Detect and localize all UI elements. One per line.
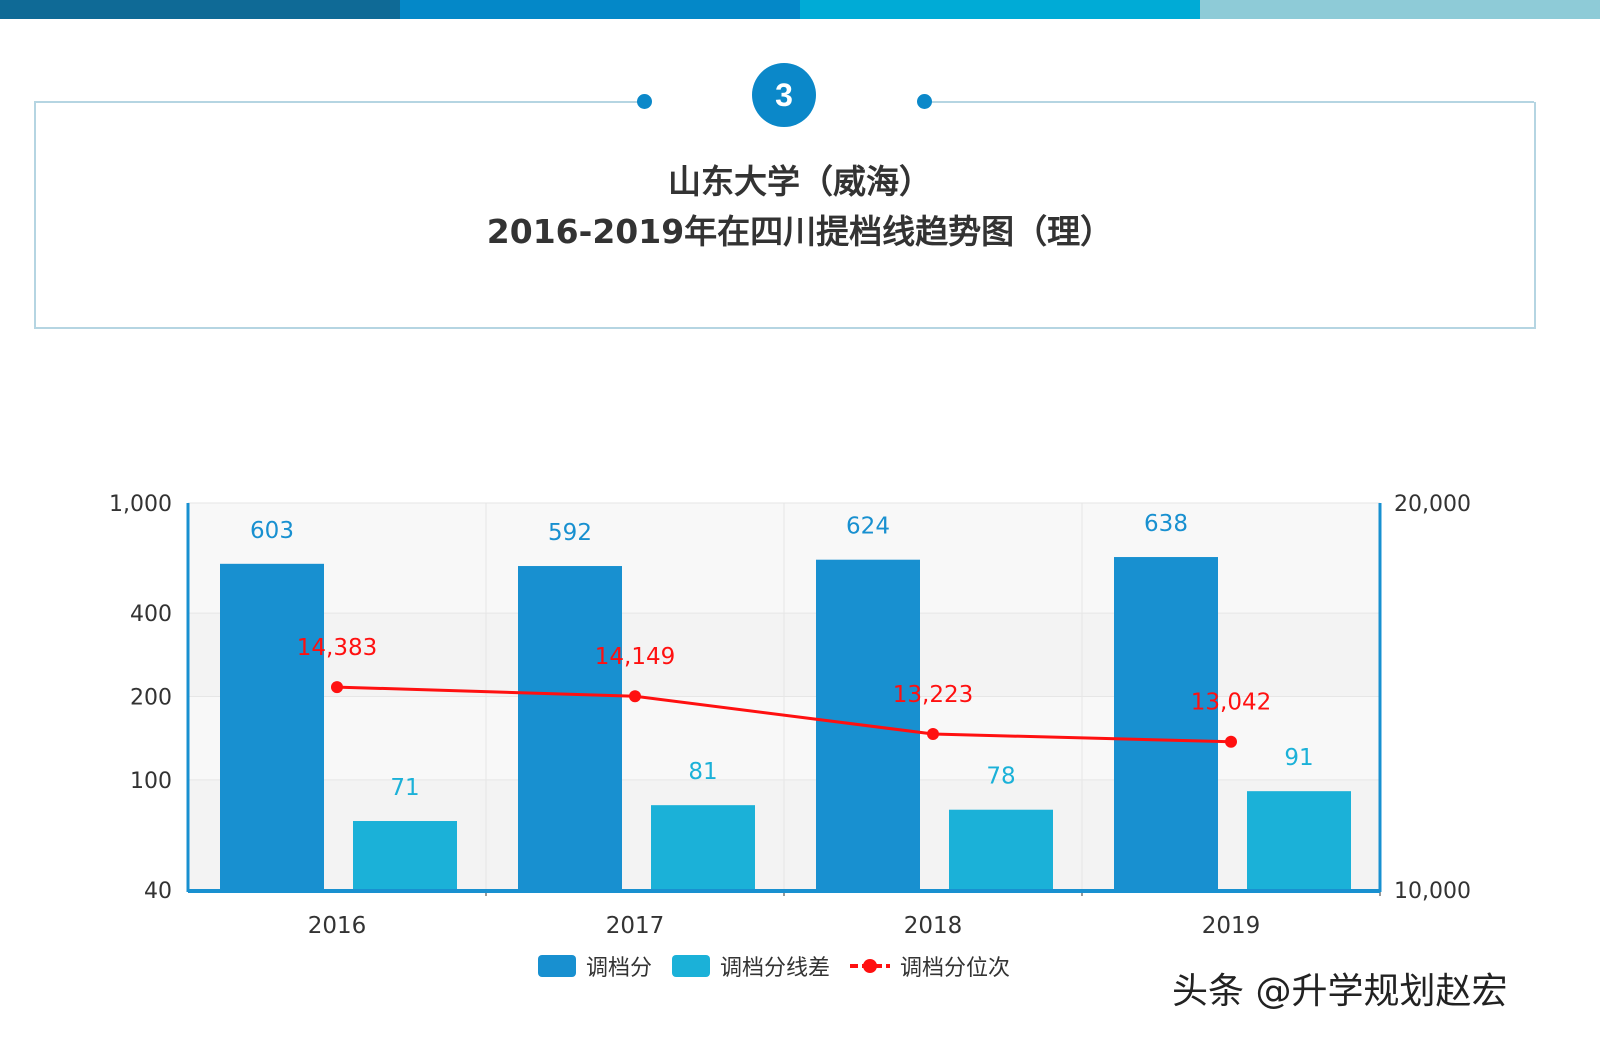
left-tick-label: 100 xyxy=(130,769,172,794)
x-tick-label: 2018 xyxy=(904,913,963,939)
data-label-score: 624 xyxy=(846,514,890,540)
x-tick-label: 2019 xyxy=(1202,913,1261,939)
left-tick-label: 40 xyxy=(144,879,172,904)
legend-item-score[interactable]: 调档分 xyxy=(538,950,652,982)
legend-label: 调档分线差 xyxy=(720,956,831,981)
data-label-diff: 71 xyxy=(390,775,419,801)
right-tick-label: 10,000 xyxy=(1394,879,1471,904)
legend-label: 调档分位次 xyxy=(900,956,1011,981)
bar-score xyxy=(220,563,324,890)
title-card xyxy=(34,102,1536,329)
bar-diff xyxy=(1247,791,1351,890)
rank-line xyxy=(336,685,1232,744)
dot-icon xyxy=(637,94,652,109)
bar-score xyxy=(1114,557,1218,890)
left-tick-label: 400 xyxy=(130,602,172,627)
rank-point xyxy=(1225,735,1237,748)
data-label-diff: 81 xyxy=(688,759,717,785)
divider xyxy=(34,101,644,103)
bar-diff xyxy=(949,809,1053,890)
bar-diff xyxy=(353,821,457,890)
rank-point xyxy=(629,690,641,703)
top-color-bar xyxy=(0,0,1600,19)
data-label-rank: 14,383 xyxy=(297,635,377,661)
dot-icon xyxy=(917,94,932,109)
bar-diff xyxy=(651,805,755,890)
legend-swatch xyxy=(672,955,711,977)
bar-segment xyxy=(400,0,800,19)
data-label-score: 592 xyxy=(548,520,592,546)
watermark: 头条 @升学规划赵宏 xyxy=(1172,971,1508,1012)
rank-point xyxy=(331,681,343,694)
data-label-score: 603 xyxy=(250,518,294,544)
chart-title: 山东大学（威海） xyxy=(668,162,932,201)
left-tick-label: 1,000 xyxy=(109,492,172,517)
data-label-rank: 14,149 xyxy=(595,644,675,670)
x-tick-label: 2017 xyxy=(606,913,665,939)
data-label-diff: 91 xyxy=(1284,745,1313,771)
bar-score xyxy=(518,566,622,890)
bar-segment xyxy=(800,0,1200,19)
data-label-rank: 13,223 xyxy=(893,682,973,708)
line-marker-icon xyxy=(850,959,891,973)
legend-item-rank[interactable]: 调档分位次 xyxy=(850,950,1010,982)
legend-item-diff[interactable]: 调档分线差 xyxy=(672,950,830,982)
chart-subtitle: 2016-2019年在四川提档线趋势图（理） xyxy=(486,212,1114,251)
divider xyxy=(924,101,1534,103)
right-tick-label: 20,000 xyxy=(1394,492,1471,517)
data-label-diff: 78 xyxy=(986,764,1015,790)
bar-segment xyxy=(0,0,400,19)
x-tick-label: 2016 xyxy=(308,913,367,939)
bar-segment xyxy=(1200,0,1600,19)
legend-label: 调档分 xyxy=(586,956,653,981)
legend-swatch xyxy=(538,955,576,977)
left-tick-label: 200 xyxy=(130,686,172,711)
rank-point xyxy=(927,728,939,741)
legend: 调档分 调档分线差 调档分位次 xyxy=(538,950,1030,982)
section-number-badge: 3 xyxy=(752,63,816,127)
data-label-rank: 13,042 xyxy=(1191,690,1271,716)
data-label-score: 638 xyxy=(1144,511,1188,537)
